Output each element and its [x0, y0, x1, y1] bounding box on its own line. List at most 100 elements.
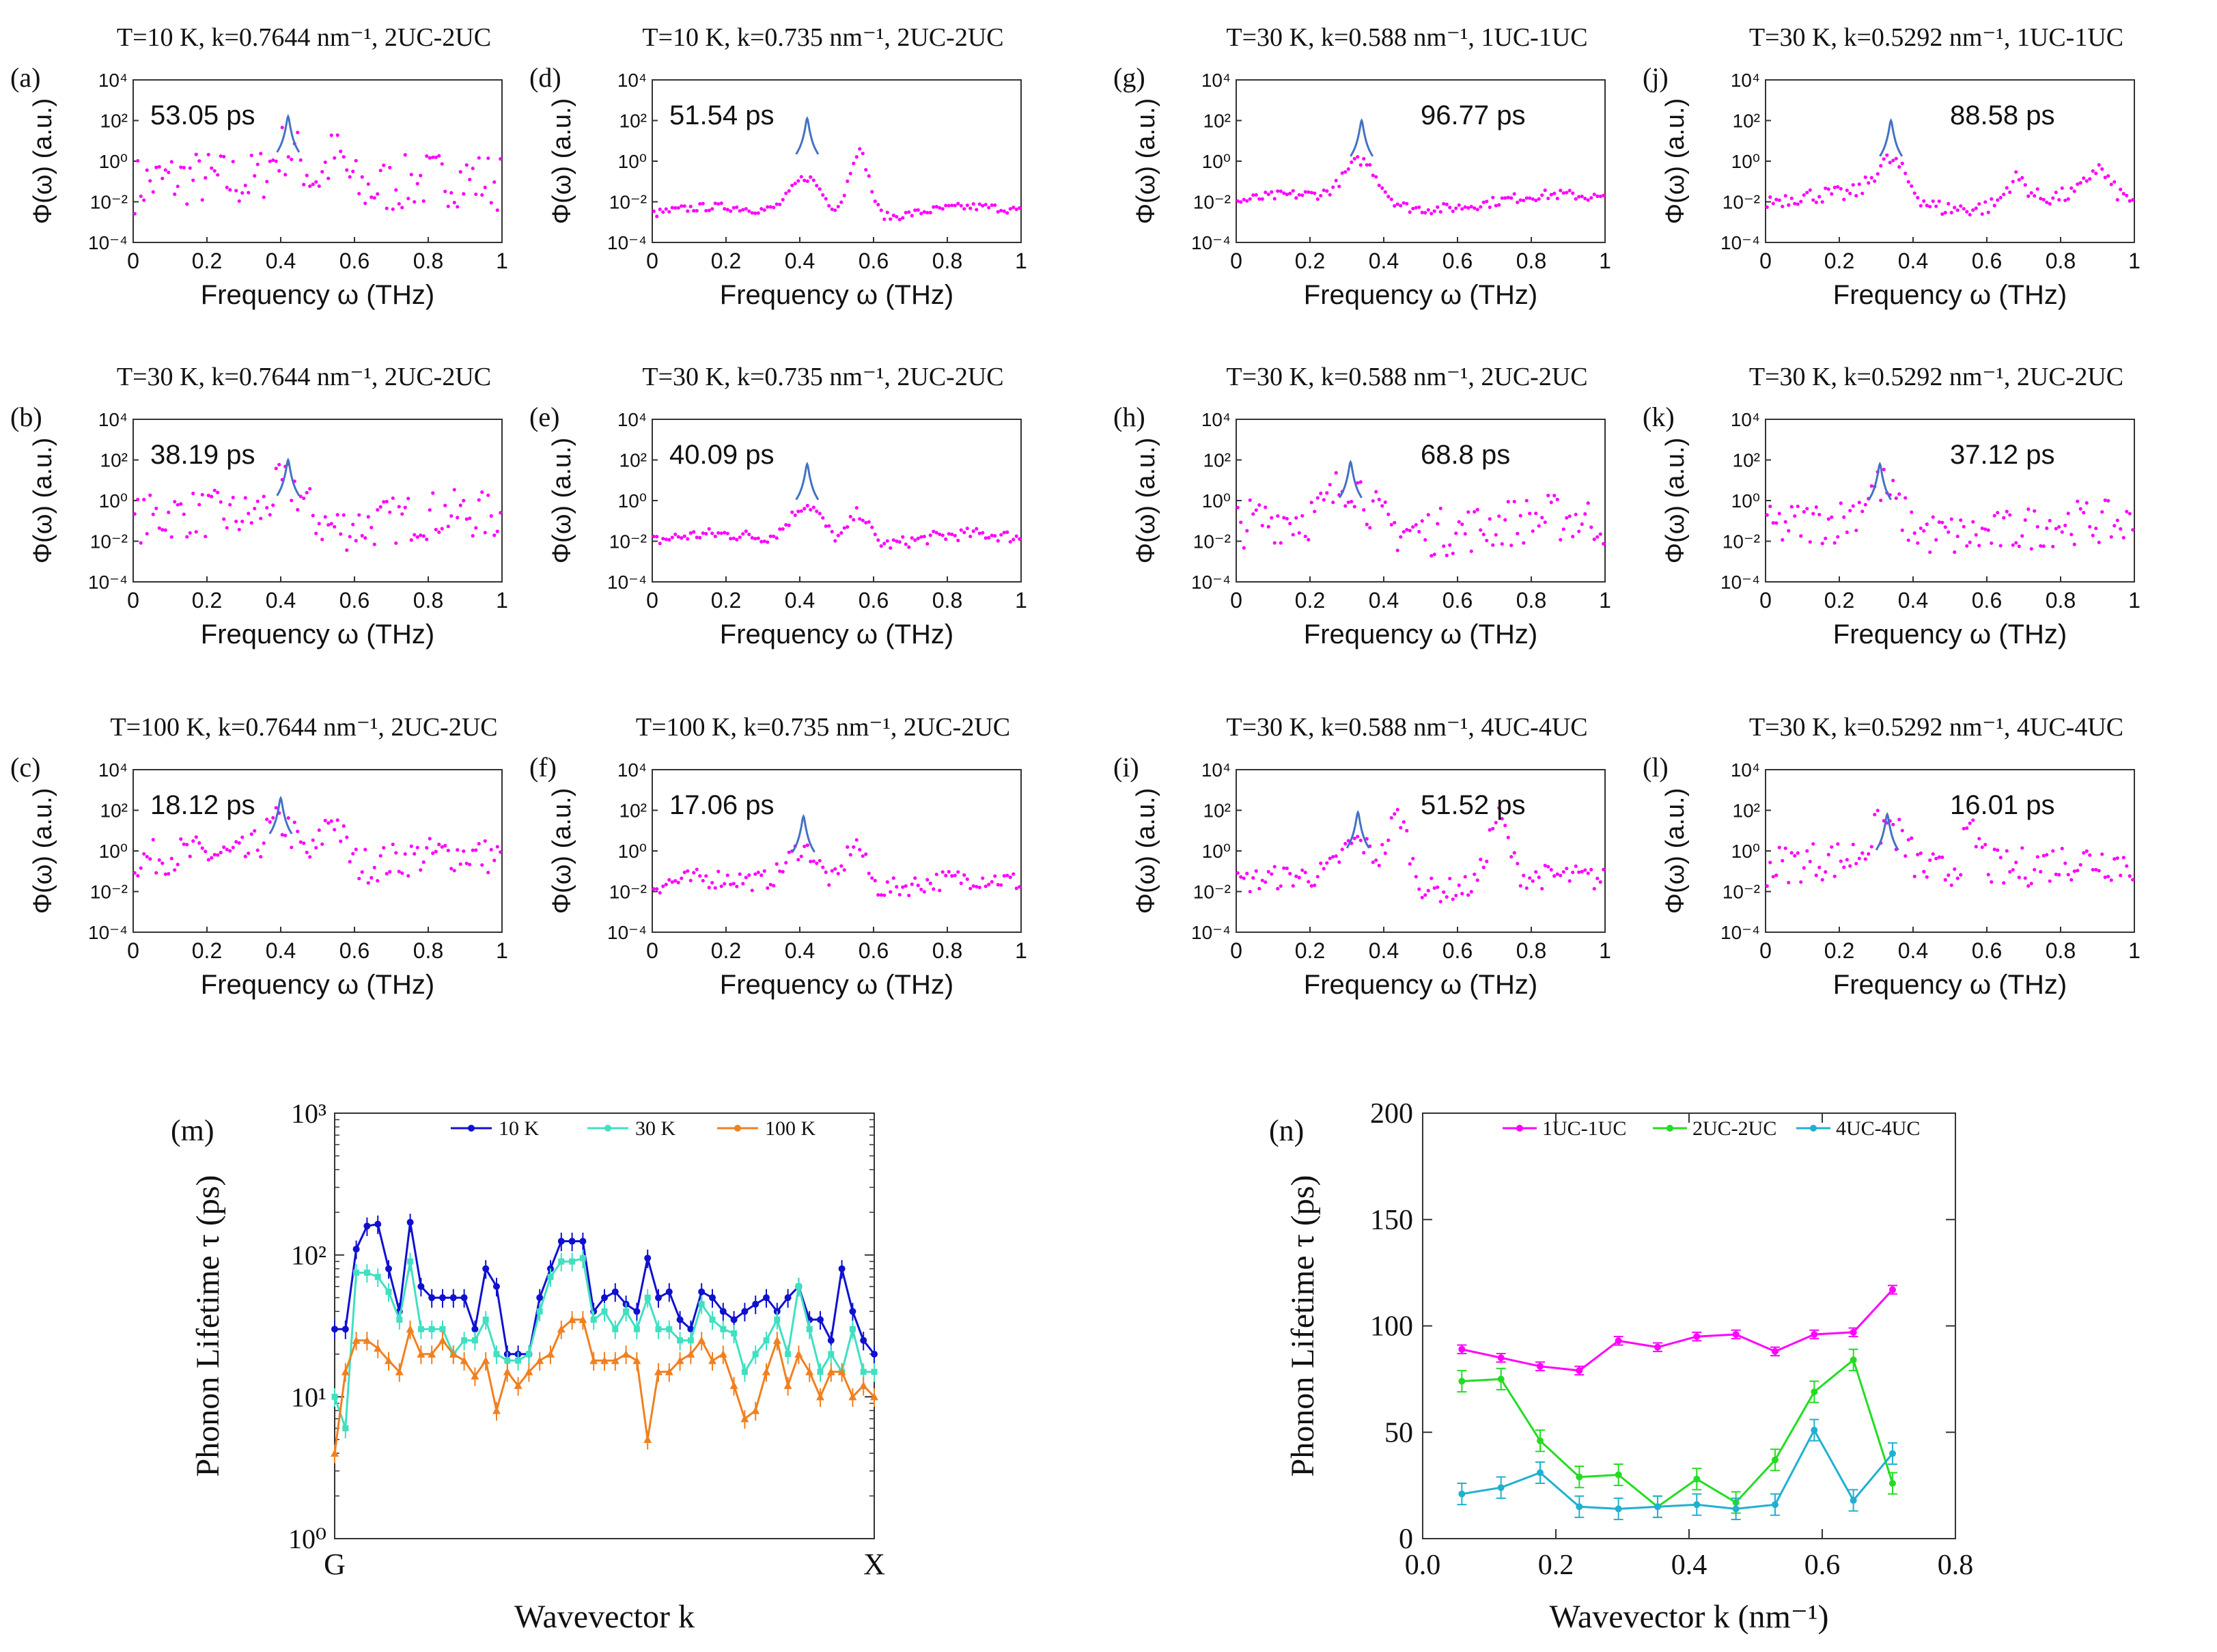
spectrum-point [249, 153, 253, 158]
spectrum-point [1906, 180, 1910, 184]
spectrum-point [772, 534, 776, 538]
spectrum-point [1279, 189, 1283, 193]
spectrum-point [1592, 537, 1596, 542]
spectrum-point [676, 880, 680, 885]
spectrum-point [2002, 193, 2006, 197]
spectrum-points [1765, 809, 2135, 888]
data-point [719, 1308, 727, 1315]
spectrum-point [984, 536, 988, 540]
spectrum-point [2051, 196, 2055, 200]
spectrum-point [212, 852, 217, 857]
spectrum-point [1977, 201, 1981, 206]
spectrum-point [1445, 895, 1449, 899]
spectrum-point [1266, 192, 1270, 197]
spectrum-point [139, 541, 143, 545]
spectrum-point [151, 837, 155, 842]
spectrum-point [1393, 812, 1397, 816]
spectrum-point [495, 208, 499, 212]
spectrum-point [897, 893, 902, 897]
spectrum-point [413, 200, 417, 204]
data-point [1811, 1427, 1818, 1434]
spectrum-point [1448, 206, 1452, 210]
spectrum-point [873, 199, 877, 204]
spectrum-point [2082, 511, 2086, 515]
spectrum-point [2020, 846, 2024, 850]
spectrum-point [2051, 849, 2055, 853]
spectrum-point [1257, 197, 1261, 201]
spectrum-point [191, 178, 195, 182]
spectrum-point [495, 529, 499, 533]
y-tick-label: 10² [100, 800, 128, 822]
spectrum-point [1839, 186, 1843, 191]
lifetime-annotation: 37.12 ps [1950, 440, 2054, 470]
panel-title: T=10 K, k=0.7644 nm⁻¹, 2UC-2UC [117, 23, 491, 52]
spectrum-point [348, 860, 352, 864]
y-tick-label: 10⁰ [1202, 841, 1231, 862]
spectrum-point [2005, 849, 2009, 853]
data-point [461, 1337, 468, 1344]
spectrum-point [977, 531, 981, 535]
spectrum-point [1765, 205, 1769, 209]
spectrum-point [354, 539, 358, 543]
spectrum-point [910, 536, 914, 540]
lifetime-annotation: 96.77 ps [1421, 100, 1525, 130]
spectrum-point [464, 163, 469, 167]
spectrum-point [762, 869, 766, 873]
spectrum-point [1371, 173, 1375, 178]
y-tick-label: 10⁻⁴ [88, 232, 128, 253]
spectrum-point [265, 180, 269, 184]
spectrum-point [2115, 518, 2119, 522]
spectrum-point [836, 871, 840, 876]
spectrum-point [1365, 837, 1369, 841]
spectrum-point [738, 872, 742, 876]
lorentzian-fit-line [1345, 809, 1370, 849]
spectrum-point [870, 525, 874, 529]
spectrum-point [1352, 156, 1356, 161]
spectrum-point [950, 874, 954, 878]
panel-title: T=30 K, k=0.588 nm⁻¹, 1UC-1UC [1226, 23, 1587, 52]
spectrum-point [768, 534, 772, 538]
spectrum-point [1270, 872, 1274, 876]
spectrum-point [1580, 195, 1584, 199]
spectrum-point [858, 517, 862, 521]
spectrum-point [1555, 497, 1559, 501]
spectrum-point [1796, 851, 1800, 855]
x-tick-label: 0.8 [2046, 938, 2076, 963]
data-point [525, 1351, 532, 1358]
lifetime-annotation: 53.05 ps [150, 100, 255, 130]
data-point [632, 1356, 641, 1364]
spectrum-point [277, 462, 281, 466]
spectrum-point [265, 817, 269, 822]
spectrum-point [474, 848, 478, 852]
spectrum-point [1980, 527, 1984, 531]
x-tick-label: 0.2 [1295, 249, 1325, 273]
spectrum-point [1842, 197, 1846, 201]
spectrum-point [1912, 191, 1916, 195]
spectrum-point [1925, 875, 1929, 879]
spectrum-point [778, 527, 782, 531]
spectrum-point [268, 513, 272, 517]
spectrum-point [895, 885, 899, 889]
spectrum-point [729, 537, 733, 541]
spectrum-point [1389, 815, 1393, 820]
y-tick-label: 10⁰ [288, 1524, 326, 1554]
spectrum-point [965, 203, 969, 208]
spectrum-point [1309, 501, 1313, 505]
lorentzian-fit-line [276, 113, 301, 153]
spectrum-point [922, 210, 926, 214]
spectrum-point [821, 193, 825, 197]
spectrum-point [1300, 193, 1305, 197]
legend-label: 1UC-1UC [1542, 1117, 1626, 1140]
spectrum-point [716, 869, 721, 873]
spectrum-point [1014, 207, 1018, 212]
spectrum-point [231, 495, 235, 500]
spectrum-point [366, 182, 370, 186]
spectrum-point [237, 527, 241, 532]
spectrum-point [1863, 503, 1867, 507]
spectrum-point [1430, 876, 1434, 880]
spectrum-point [1005, 530, 1009, 534]
spectrum-point [2014, 860, 2018, 865]
spectrum-point [725, 531, 729, 535]
spectrum-point [480, 490, 484, 494]
spectrum-point [1260, 197, 1264, 201]
